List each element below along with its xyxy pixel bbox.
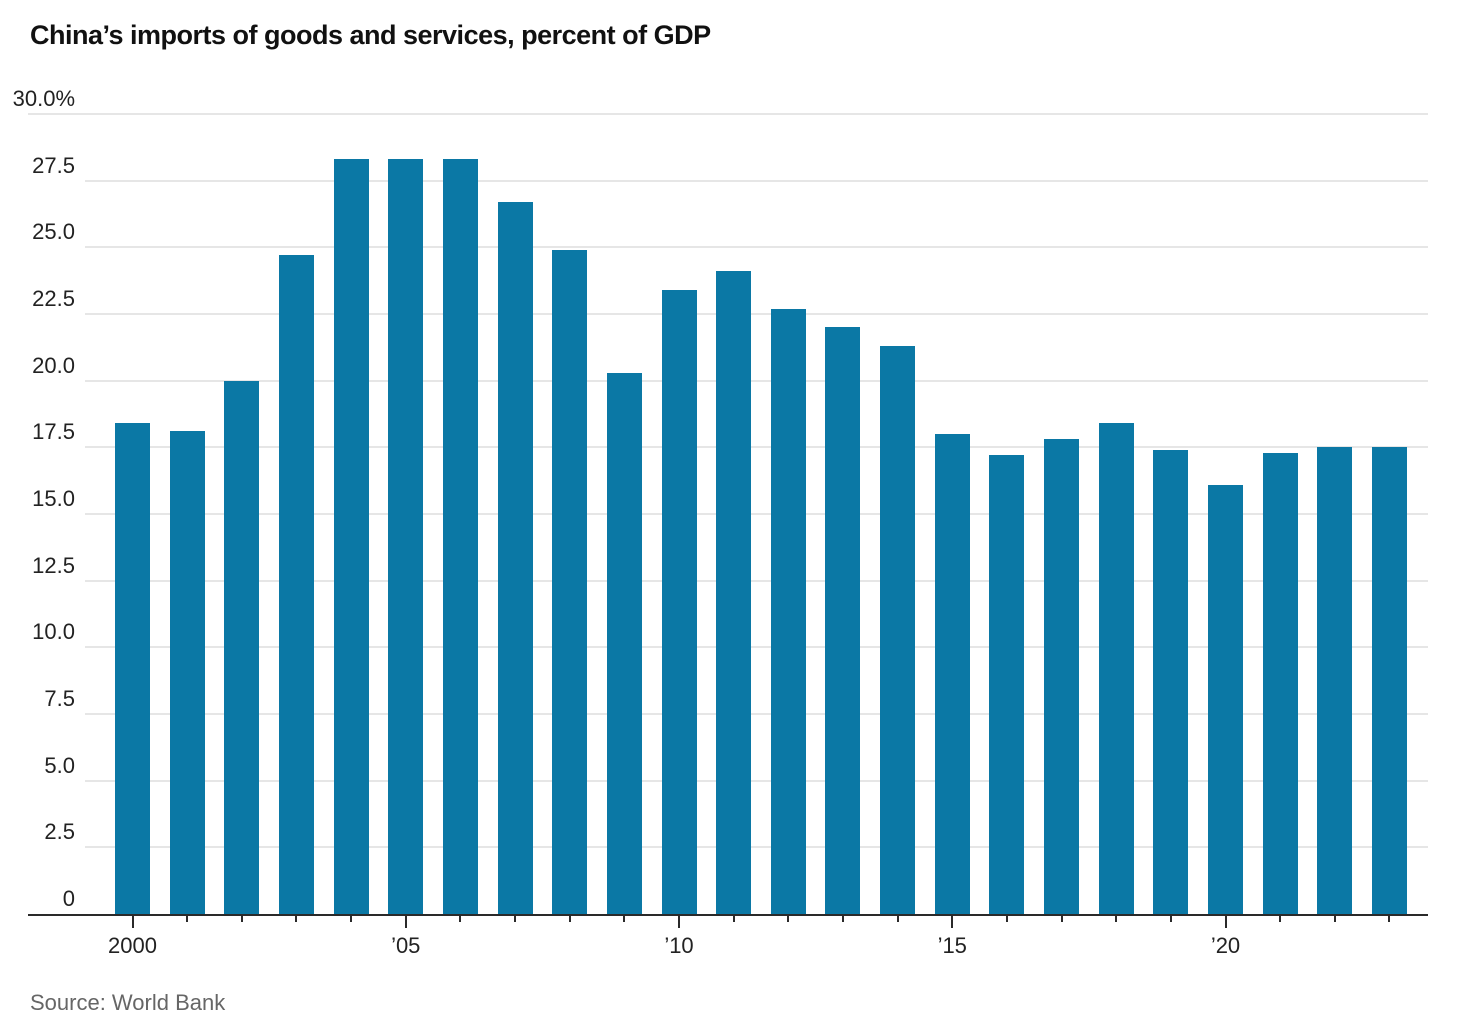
x-axis-tick-2014 xyxy=(896,916,899,922)
bar-2003[interactable] xyxy=(278,255,314,914)
bar-2002[interactable] xyxy=(224,380,260,914)
y-axis-label-12.5: 12.5 xyxy=(28,551,75,577)
bar-2001[interactable] xyxy=(169,431,205,914)
x-axis-tick-2010 xyxy=(678,916,680,928)
x-axis-tick-2009 xyxy=(623,916,626,922)
bar-2006[interactable] xyxy=(442,159,478,914)
y-axis-label-text: 17.5 xyxy=(32,419,75,445)
x-axis-tick-2022 xyxy=(1333,916,1336,922)
chart-title: China’s imports of goods and services, p… xyxy=(30,20,711,50)
bar-2005[interactable] xyxy=(388,159,424,914)
x-axis-tick-2005 xyxy=(404,916,407,928)
y-axis-label-17.5: 17.5 xyxy=(28,417,75,443)
gridline-12.5 xyxy=(85,579,1428,582)
y-axis-label-text: 2.5 xyxy=(44,819,75,845)
bar-2016[interactable] xyxy=(989,455,1025,914)
x-axis-tick-2011 xyxy=(732,916,735,922)
x-axis-tick-2000 xyxy=(131,916,134,928)
bar-2023[interactable] xyxy=(1371,447,1407,914)
x-axis-label-2010: ’10 xyxy=(664,933,694,958)
bar-2020[interactable] xyxy=(1208,484,1243,914)
y-axis-label-27.5: 27.5 xyxy=(28,151,75,177)
bar-2010[interactable] xyxy=(661,290,697,914)
bar-2004[interactable] xyxy=(333,159,369,914)
y-axis-label-22.5: 22.5 xyxy=(28,284,75,310)
x-axis-tick-2003 xyxy=(295,916,298,922)
y-axis-label-text: 7.5 xyxy=(44,686,75,711)
y-axis-label-text: 20.0 xyxy=(32,352,75,378)
y-axis-label-0: 0 xyxy=(28,884,75,910)
x-axis-tick-2015 xyxy=(951,916,954,928)
y-axis-label-25: 25.0 xyxy=(28,217,75,243)
x-axis-tick-2017 xyxy=(1060,916,1063,922)
bar-2022[interactable] xyxy=(1317,447,1353,914)
gridline-30 xyxy=(28,113,1428,115)
x-axis-tick-2018 xyxy=(1115,916,1118,922)
gridline-25 xyxy=(85,246,1428,249)
gridline-17.5 xyxy=(85,446,1428,449)
bar-2000[interactable] xyxy=(115,423,150,914)
y-axis-label-text: 27.5 xyxy=(32,152,75,178)
gridline-10 xyxy=(85,646,1428,649)
y-axis-label-text: 12.5 xyxy=(32,552,75,578)
x-axis-tick-2019 xyxy=(1169,916,1172,922)
bar-2014[interactable] xyxy=(880,346,916,914)
x-axis-tick-2002 xyxy=(240,916,243,922)
x-axis-label-2020: ’20 xyxy=(1210,933,1241,958)
x-axis-tick-2013 xyxy=(841,916,844,922)
gridline-27.5 xyxy=(85,179,1428,182)
bar-2011[interactable] xyxy=(716,271,752,914)
x-axis-label-2015: ’15 xyxy=(937,933,967,958)
x-axis-tick-2004 xyxy=(350,916,353,922)
y-axis-label-text: 0 xyxy=(62,886,75,911)
y-axis-label-text: 5.0 xyxy=(44,752,75,778)
x-axis-tick-2006 xyxy=(459,916,462,922)
y-axis-label-15: 15.0 xyxy=(28,484,75,510)
bar-2019[interactable] xyxy=(1153,450,1189,914)
plot-area: 0 2.5 5.0 7.5 10.0 12.5 15.0 17.5 20.0 22.5 25.0 27… xyxy=(13,88,1428,957)
x-axis-tick-2020 xyxy=(1224,916,1227,928)
x-axis-label-2005: ’05 xyxy=(391,933,421,958)
bar-2015[interactable] xyxy=(934,434,970,914)
bar-2008[interactable] xyxy=(552,250,588,914)
y-axis-label-7.5: 7.5 xyxy=(28,684,75,710)
gridline-22.5 xyxy=(85,313,1428,315)
x-axis-line xyxy=(28,914,1428,916)
x-axis-tick-2001 xyxy=(186,916,189,922)
gridline-5 xyxy=(85,779,1428,782)
y-axis-label-text: 22.5 xyxy=(32,286,75,311)
bar-2009[interactable] xyxy=(606,372,642,914)
bar-2017[interactable] xyxy=(1044,439,1080,914)
y-axis-label-5: 5.0 xyxy=(28,751,75,777)
y-axis-label-10: 10.0 xyxy=(28,617,75,643)
x-axis-tick-2021 xyxy=(1279,916,1282,922)
y-axis-label-text: 10.0 xyxy=(32,619,75,645)
y-axis-label-text: 30.0 xyxy=(12,86,56,111)
x-axis-tick-2012 xyxy=(787,916,790,922)
gridline-7.5 xyxy=(85,713,1428,715)
y-axis-label-20: 20.0 xyxy=(28,351,75,377)
bar-2012[interactable] xyxy=(770,308,806,914)
bar-2013[interactable] xyxy=(825,327,861,914)
gridline-15 xyxy=(85,513,1428,515)
percent-suffix: % xyxy=(55,86,75,111)
x-axis-tick-2016 xyxy=(1005,916,1008,922)
x-axis-tick-2008 xyxy=(568,916,571,922)
y-axis-label-2.5: 2.5 xyxy=(28,817,75,843)
x-axis-label-2000: 2000 xyxy=(108,933,157,958)
bar-2021[interactable] xyxy=(1262,452,1298,914)
y-axis-label-text: 15.0 xyxy=(32,486,75,511)
bar-2007[interactable] xyxy=(497,202,533,914)
bar-2018[interactable] xyxy=(1098,423,1134,914)
y-axis-label-text: 25.0 xyxy=(32,219,75,245)
x-axis-tick-2007 xyxy=(514,916,517,922)
x-axis-tick-2023 xyxy=(1388,916,1391,922)
y-axis-label-30: 30.0% xyxy=(13,84,75,111)
source-note: Source: World Bank xyxy=(30,990,226,1015)
gridline-2.5 xyxy=(85,846,1428,849)
gridline-20 xyxy=(85,379,1428,382)
